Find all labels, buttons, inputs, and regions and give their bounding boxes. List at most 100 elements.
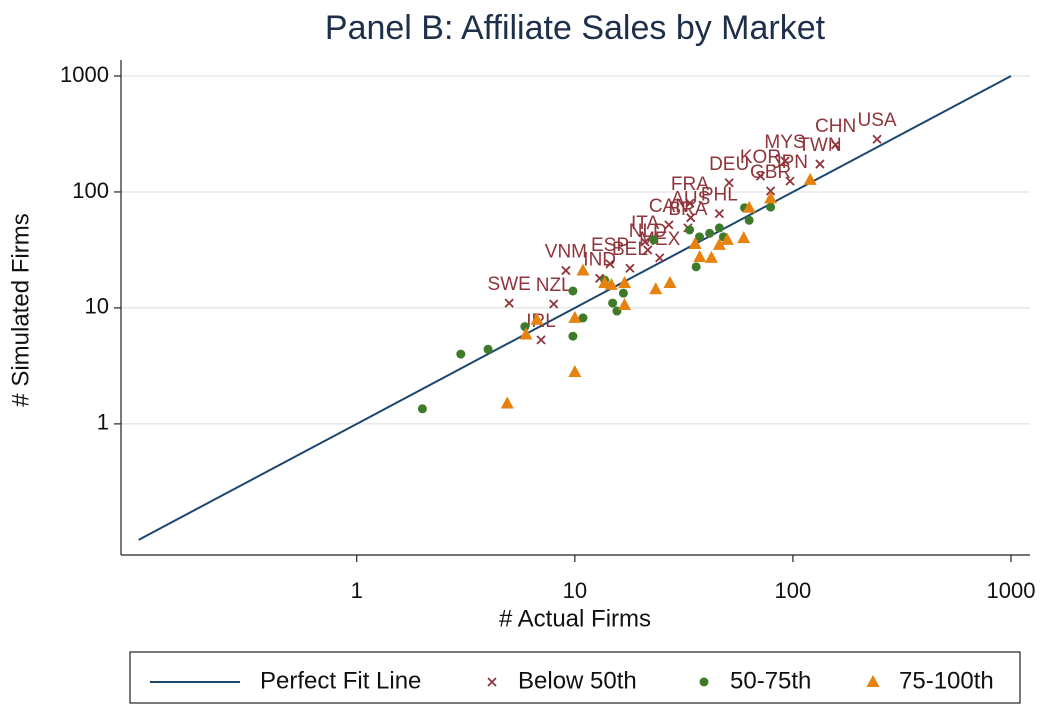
point: [663, 276, 677, 289]
point: [691, 262, 701, 272]
point: [685, 225, 695, 235]
point: [685, 198, 695, 208]
point: [714, 209, 725, 219]
point: [504, 298, 514, 308]
point-label: TWN: [798, 135, 841, 156]
point-label: NLD: [629, 221, 667, 242]
legend-label: 75-100th: [899, 667, 994, 694]
x-tick-label: 100: [775, 578, 812, 603]
point-label: JPN: [772, 152, 808, 173]
y-tick-label: 100: [72, 178, 109, 203]
y-tick-label: 1000: [60, 62, 109, 87]
legend-swatch: [699, 677, 709, 687]
point: [605, 259, 615, 269]
point: [568, 365, 582, 378]
point: [530, 312, 544, 325]
point: [815, 159, 825, 169]
point: [712, 237, 726, 250]
point: [568, 286, 578, 296]
point: [519, 327, 533, 340]
point: [664, 220, 674, 230]
chart-title: Panel B: Affiliate Sales by Market: [325, 9, 826, 47]
point: [780, 156, 790, 166]
point: [766, 202, 776, 212]
legend-label: Below 50th: [518, 667, 637, 694]
point: [604, 277, 618, 290]
point: [803, 172, 817, 185]
point-label: IND: [583, 249, 616, 270]
point-label: CHN: [815, 116, 856, 137]
x-tick-label: 10: [563, 578, 587, 603]
point-label: VNM: [545, 242, 587, 263]
point: [536, 335, 546, 345]
point: [872, 134, 882, 144]
point-label: GBR: [750, 162, 791, 183]
point: [618, 276, 632, 289]
point: [695, 232, 705, 242]
point: [744, 215, 754, 225]
point: [688, 236, 702, 249]
point: [643, 245, 653, 255]
point: [686, 213, 696, 223]
point: [500, 396, 514, 409]
y-tick-label: 10: [85, 294, 109, 319]
legend-label: 50-75th: [730, 667, 811, 694]
point: [705, 228, 715, 238]
point-label: PHL: [701, 185, 738, 206]
point-label: ESP: [591, 235, 629, 256]
point: [720, 232, 734, 245]
legend-swatch: [487, 677, 497, 687]
point: [737, 231, 751, 244]
point-label: FRA: [671, 174, 709, 195]
point-label: NZL: [536, 275, 572, 296]
point: [625, 263, 635, 273]
point: [649, 235, 659, 245]
fit-line: [138, 75, 1012, 541]
point: [640, 237, 650, 247]
legend-label: Perfect Fit Line: [260, 667, 421, 694]
point: [576, 263, 590, 276]
point-label: MYS: [764, 132, 805, 153]
point: [742, 200, 756, 213]
point: [714, 223, 724, 233]
point-label: MEX: [639, 229, 681, 250]
y-tick-label: 1: [97, 410, 109, 435]
point-label: BRA: [668, 199, 707, 220]
point: [578, 313, 588, 323]
point: [520, 322, 530, 332]
point: [618, 288, 628, 298]
x-tick-label: 1000: [987, 578, 1036, 603]
y-axis-label: # Simulated Firms: [7, 213, 34, 406]
point-label: AUS: [671, 189, 710, 210]
point: [764, 191, 778, 204]
point: [765, 186, 776, 196]
point-label: KOR: [740, 147, 781, 168]
point: [549, 299, 559, 309]
point-label: ITA: [631, 213, 659, 234]
point: [831, 140, 841, 150]
point-label: BEL: [612, 239, 648, 260]
point: [618, 297, 632, 310]
point: [483, 344, 493, 354]
point: [561, 265, 571, 276]
point: [724, 178, 734, 188]
point: [649, 282, 663, 295]
point: [456, 349, 466, 359]
point-label: DEU: [709, 154, 749, 175]
point-label: SWE: [488, 274, 531, 295]
point: [568, 331, 578, 341]
x-tick-label: 1: [351, 578, 363, 603]
point: [755, 171, 766, 181]
x-axis-label: # Actual Firms: [499, 605, 651, 632]
legend-swatch: [866, 675, 880, 687]
point: [568, 310, 582, 323]
point: [704, 250, 718, 263]
point: [608, 298, 618, 308]
point-label: CAN: [649, 196, 689, 217]
point-label: USA: [857, 110, 896, 131]
point: [785, 176, 795, 186]
point: [417, 404, 427, 414]
point: [655, 253, 665, 263]
point: [693, 249, 707, 262]
